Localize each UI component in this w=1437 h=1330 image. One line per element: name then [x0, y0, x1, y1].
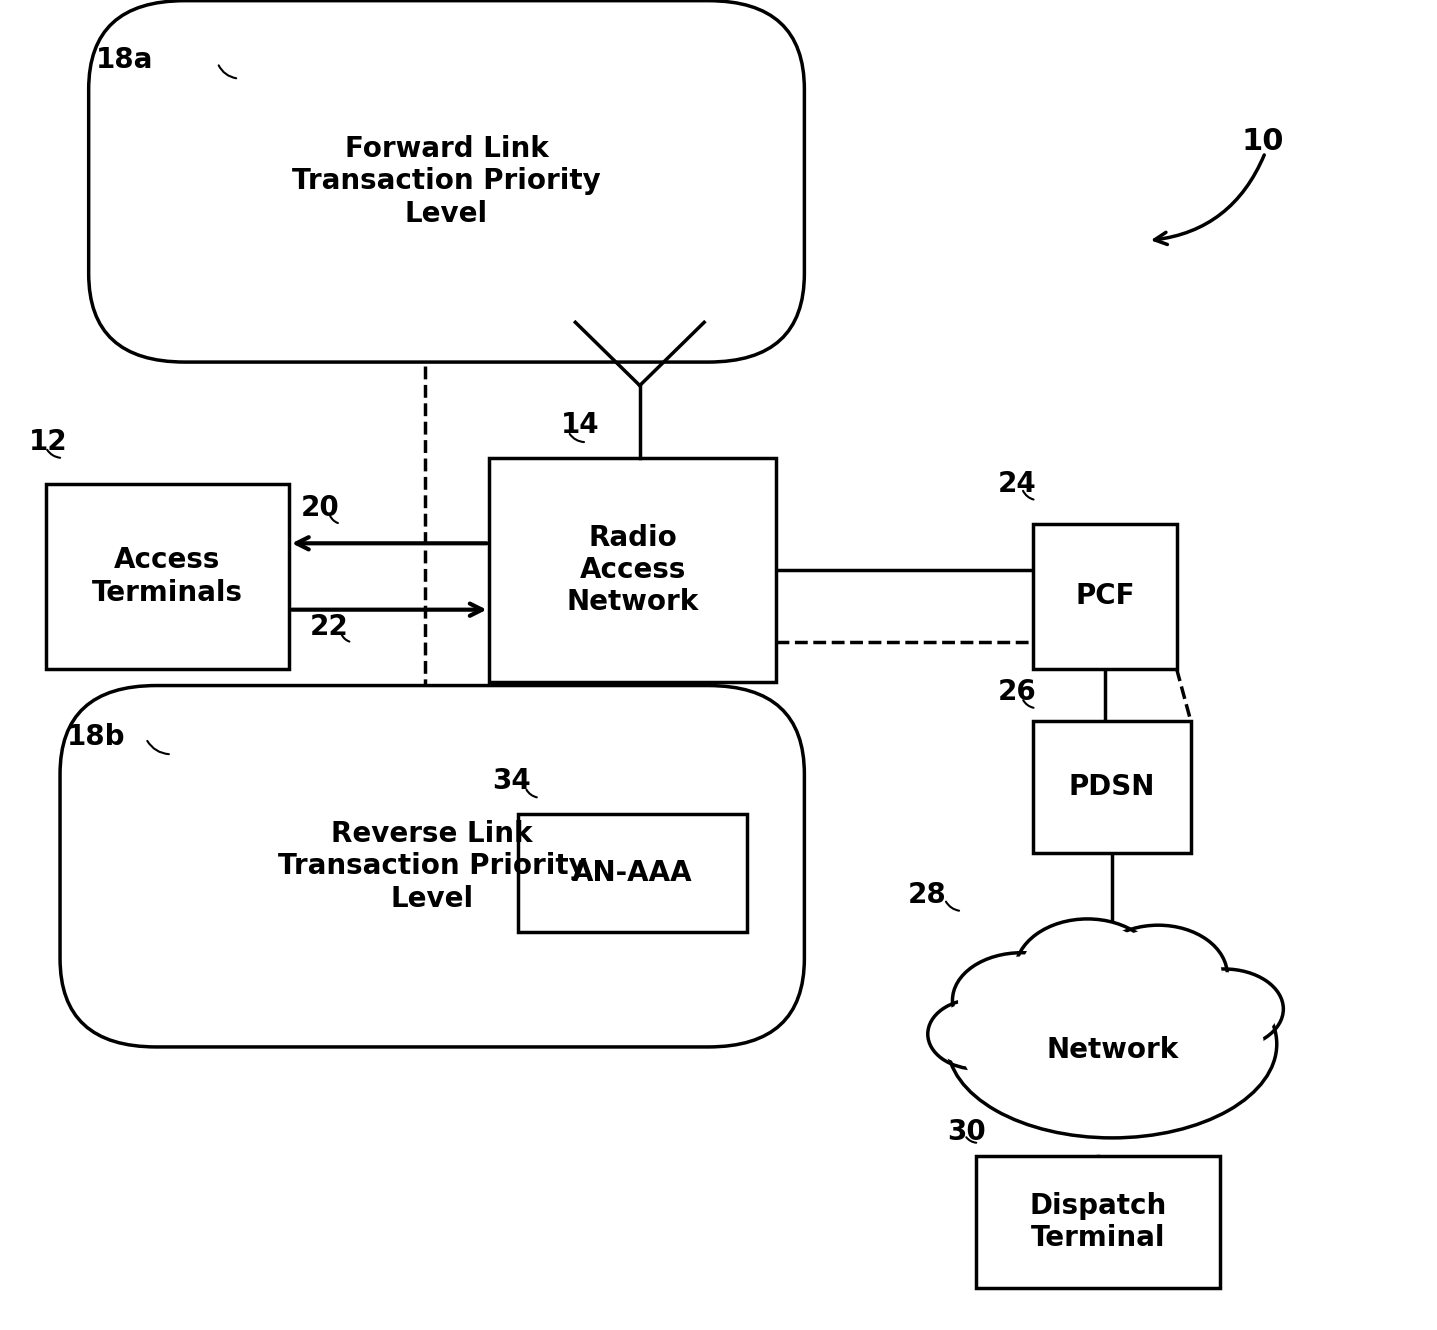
- Ellipse shape: [1089, 926, 1227, 1025]
- FancyBboxPatch shape: [60, 685, 805, 1047]
- Ellipse shape: [947, 950, 1276, 1138]
- Bar: [46, 484, 289, 669]
- Bar: [1033, 721, 1191, 853]
- Ellipse shape: [958, 956, 1085, 1044]
- Bar: [490, 458, 776, 682]
- Ellipse shape: [953, 952, 1091, 1048]
- Ellipse shape: [1020, 923, 1154, 1020]
- Ellipse shape: [931, 1001, 1023, 1067]
- Text: 28: 28: [907, 882, 946, 910]
- Ellipse shape: [1170, 972, 1279, 1045]
- FancyBboxPatch shape: [89, 1, 805, 362]
- Ellipse shape: [928, 999, 1026, 1069]
- Text: 34: 34: [493, 766, 532, 794]
- Text: Reverse Link
Transaction Priority
Level: Reverse Link Transaction Priority Level: [277, 819, 586, 912]
- Text: 22: 22: [310, 613, 349, 641]
- Text: 26: 26: [997, 678, 1036, 706]
- Ellipse shape: [961, 958, 1263, 1130]
- Ellipse shape: [1015, 919, 1160, 1024]
- Text: PDSN: PDSN: [1069, 773, 1155, 801]
- Text: Forward Link
Transaction Priority
Level: Forward Link Transaction Priority Level: [292, 134, 601, 227]
- Text: 14: 14: [560, 411, 599, 439]
- Text: 24: 24: [997, 471, 1036, 499]
- Text: Access
Terminals: Access Terminals: [92, 547, 243, 606]
- Bar: [1033, 524, 1177, 669]
- Bar: [519, 814, 747, 932]
- Text: Dispatch
Terminal: Dispatch Terminal: [1029, 1192, 1167, 1252]
- Ellipse shape: [1165, 970, 1283, 1049]
- Text: 12: 12: [29, 428, 68, 456]
- Ellipse shape: [1095, 930, 1221, 1021]
- Text: 30: 30: [947, 1119, 986, 1146]
- Text: 10: 10: [1242, 128, 1283, 157]
- Bar: [976, 1156, 1220, 1287]
- Text: 18a: 18a: [96, 47, 154, 74]
- Text: Radio
Access
Network: Radio Access Network: [566, 524, 698, 616]
- Text: PCF: PCF: [1075, 583, 1135, 610]
- Text: 20: 20: [302, 493, 341, 521]
- Text: AN-AAA: AN-AAA: [572, 859, 693, 887]
- Text: 18b: 18b: [68, 724, 125, 751]
- Text: Network: Network: [1046, 1036, 1178, 1064]
